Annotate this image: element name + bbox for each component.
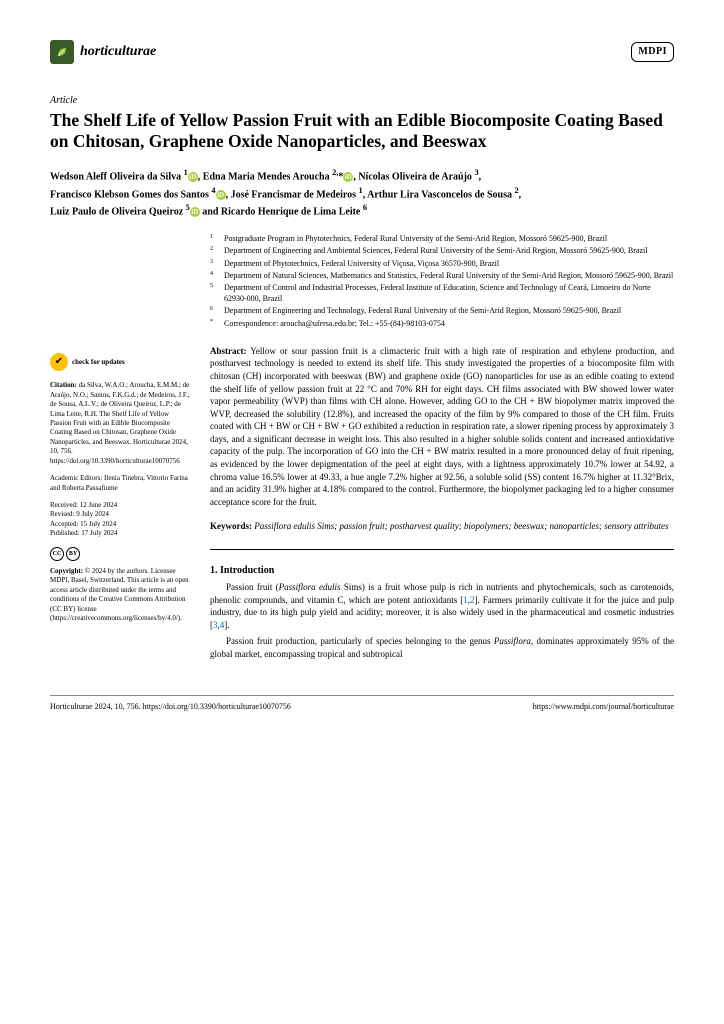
affiliations: 1Postgraduate Program in Phytotechnics, … <box>210 233 674 329</box>
orcid-icon[interactable]: iD <box>343 172 353 182</box>
article-type: Article <box>50 94 674 108</box>
dates-block: Received: 12 June 2024 Revised: 9 July 2… <box>50 501 190 539</box>
section-divider <box>210 549 674 550</box>
check-updates-text: check for updates <box>72 359 125 366</box>
article-title: The Shelf Life of Yellow Passion Fruit w… <box>50 110 674 154</box>
check-updates-icon: ✔ <box>50 353 68 371</box>
cc-license-badge[interactable]: CC BY <box>50 547 80 561</box>
footer-right: https://www.mdpi.com/journal/horticultur… <box>533 702 674 713</box>
copyright-block: Copyright: © 2024 by the authors. Licens… <box>50 567 190 624</box>
abstract: Abstract: Yellow or sour passion fruit i… <box>210 345 674 509</box>
publisher-logo: MDPI <box>631 42 674 62</box>
orcid-icon[interactable]: iD <box>188 172 198 182</box>
citation-block: Citation: da Silva, W.A.O.; Aroucha, E.M… <box>50 381 190 466</box>
editors-block: Academic Editors: Ilenia Tinebra, Vittor… <box>50 474 190 493</box>
intro-p2: Passion fruit production, particularly o… <box>210 635 674 660</box>
main-content: 1Postgraduate Program in Phytotechnics, … <box>210 233 674 664</box>
journal-logo: horticulturae <box>50 40 156 64</box>
page-footer: Horticulturae 2024, 10, 756. https://doi… <box>50 695 674 713</box>
keywords: Keywords: Passiflora edulis Sims; passio… <box>210 520 674 532</box>
check-updates-badge[interactable]: ✔ check for updates <box>50 353 190 371</box>
orcid-icon[interactable]: iD <box>190 207 200 217</box>
section-heading: 1. Introduction <box>210 564 674 578</box>
footer-left: Horticulturae 2024, 10, 756. https://doi… <box>50 702 291 713</box>
orcid-icon[interactable]: iD <box>216 190 226 200</box>
intro-p1: Passion fruit (Passiflora edulis Sims) i… <box>210 581 674 631</box>
leaf-icon <box>50 40 74 64</box>
journal-name: horticulturae <box>80 43 156 62</box>
by-icon: BY <box>66 547 80 561</box>
sidebar: ✔ check for updates Citation: da Silva, … <box>50 233 190 664</box>
page-header: horticulturae MDPI <box>50 40 674 64</box>
authors-list: Wedson Aleff Oliveira da Silva 1iD, Edna… <box>50 167 674 219</box>
cc-icon: CC <box>50 547 64 561</box>
